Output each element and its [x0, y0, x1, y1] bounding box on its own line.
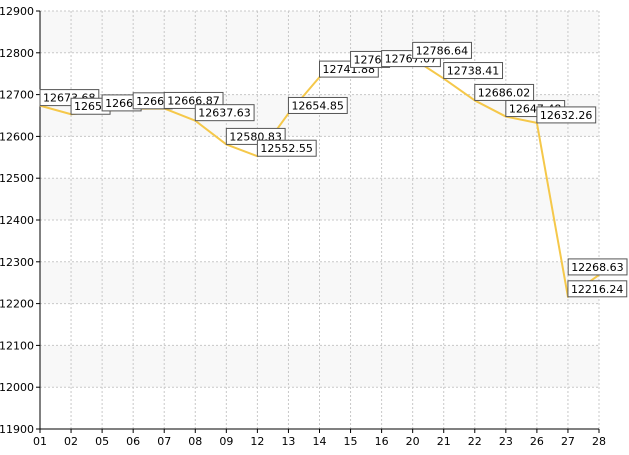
y-axis-tick-label: 12300: [0, 256, 34, 269]
x-axis-tick-label: 20: [406, 435, 420, 448]
x-axis-tick-label: 27: [561, 435, 575, 448]
x-axis-tick-label: 21: [437, 435, 451, 448]
y-axis-tick-label: 12400: [0, 214, 34, 227]
axes: [36, 10, 600, 433]
data-label-text: 12268.63: [571, 261, 624, 274]
data-label: 12765: [350, 50, 391, 68]
data-label: 12268.63: [567, 258, 628, 276]
data-label: 12654.85: [287, 96, 348, 114]
y-axis-tick-label: 12800: [0, 47, 34, 60]
data-label-text: 12216.24: [571, 283, 624, 296]
data-label-text: 12765: [354, 53, 389, 66]
data-label: 12786.64: [412, 41, 472, 59]
data-label-box: [287, 96, 348, 114]
data-label-text: 12637.63: [198, 107, 251, 120]
data-label-box: [412, 41, 472, 59]
y-axis-tick-label: 12200: [0, 298, 34, 311]
data-label-text: 12686.02: [478, 86, 531, 99]
x-axis-tick-label: 07: [157, 435, 171, 448]
x-axis-tick-label: 16: [375, 435, 389, 448]
data-label-text: 12666: [136, 95, 171, 108]
y-axis-tick-label: 12100: [0, 339, 34, 352]
y-axis-tick-label: 12900: [0, 5, 34, 18]
y-axis-tick-label: 12600: [0, 130, 34, 143]
x-axis-tick-label: 01: [33, 435, 47, 448]
x-axis-tick-label: 22: [468, 435, 482, 448]
x-axis-tick-label: 12: [250, 435, 264, 448]
data-label-text: 12738.41: [447, 65, 500, 78]
data-label-text: 12653: [74, 100, 109, 113]
data-label-box: [194, 104, 255, 122]
data-label-text: 12632.26: [540, 109, 593, 122]
data-label: 12666: [132, 92, 173, 110]
x-axis-tick-label: 02: [64, 435, 78, 448]
x-axis-tick-label: 05: [95, 435, 109, 448]
data-label-box: [474, 83, 535, 101]
y-axis-tick-label: 11900: [0, 423, 34, 436]
data-label-box: [443, 62, 504, 80]
x-axis-tick-label: 26: [530, 435, 544, 448]
x-axis-tick-label: 13: [281, 435, 295, 448]
y-axis-tick-label: 12700: [0, 89, 34, 102]
data-label: 12216.24: [567, 280, 628, 298]
data-label-text: 12661: [105, 97, 140, 110]
data-label: 12686.02: [474, 83, 535, 101]
x-axis-tick-label: 23: [499, 435, 513, 448]
data-label: 12653: [70, 97, 111, 115]
y-axis-tick-labels: 11900 12000 12100 12200 12300 12400 12500 12600…: [0, 5, 34, 436]
x-axis-tick-label: 15: [344, 435, 358, 448]
y-axis-tick-label: 12500: [0, 172, 34, 185]
x-axis-tick-label: 08: [188, 435, 202, 448]
x-axis-tick-label: 06: [126, 435, 140, 448]
data-label-text: 12654.85: [291, 99, 344, 112]
data-label-text: 12786.64: [416, 44, 469, 57]
data-label: 12637.63: [194, 104, 255, 122]
x-axis-tick-labels: 01 02 05 06 07 08 09 12 13 14 15 16 20 21 22 23 26 27 28: [33, 435, 606, 448]
data-label-box: [567, 258, 628, 276]
x-axis-tick-label: 09: [219, 435, 233, 448]
data-label: 12552.55: [256, 139, 317, 157]
x-axis-tick-label: 14: [313, 435, 327, 448]
data-labels: 12673.6812653126611266612666.8712637.631…: [39, 41, 628, 298]
x-axis-tick-label: 28: [592, 435, 606, 448]
data-label: 12738.41: [443, 62, 504, 80]
y-axis-tick-label: 12000: [0, 381, 34, 394]
data-label-box: [567, 280, 628, 298]
data-label: 12661: [101, 94, 142, 112]
data-label: 12632.26: [536, 106, 597, 124]
data-label-box: [536, 106, 597, 124]
data-label-box: [256, 139, 317, 157]
data-label-text: 12552.55: [260, 142, 313, 155]
